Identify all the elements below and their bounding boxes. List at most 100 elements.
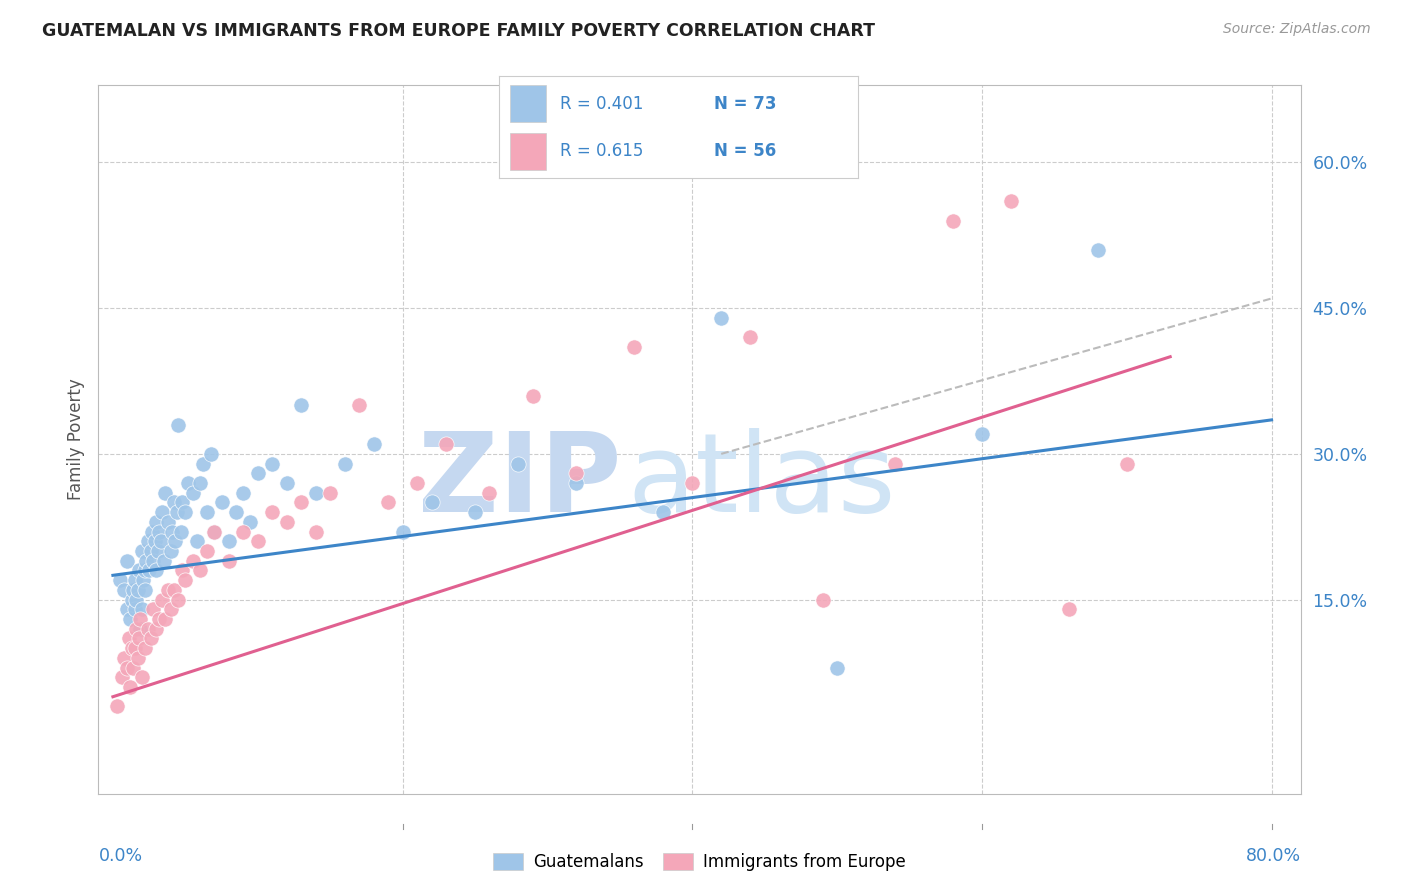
Point [225, 505, 247, 519]
Text: ZIP: ZIP [418, 428, 621, 535]
Point [290, 398, 312, 412]
Point [165, 534, 187, 549]
Point [191, 457, 214, 471]
Point [319, 485, 342, 500]
Text: N = 73: N = 73 [714, 95, 776, 112]
Point [143, 534, 166, 549]
Point [108, 573, 131, 587]
Point [150, 592, 173, 607]
Point [117, 554, 139, 568]
Point [166, 505, 188, 519]
Point [120, 680, 142, 694]
Point [118, 632, 141, 646]
Point [970, 427, 993, 442]
Point [156, 582, 179, 597]
Point [170, 524, 193, 539]
Point [131, 602, 153, 616]
Point [172, 564, 194, 578]
Point [129, 622, 152, 636]
Point [181, 554, 204, 568]
Point [114, 582, 136, 597]
Point [131, 670, 153, 684]
Point [825, 660, 848, 674]
Point [167, 592, 190, 607]
Point [377, 495, 399, 509]
Point [160, 602, 183, 616]
Point [434, 437, 457, 451]
Point [135, 554, 157, 568]
Point [129, 612, 152, 626]
Point [811, 592, 834, 607]
Point [136, 622, 159, 636]
Point [1057, 602, 1080, 616]
Point [152, 554, 174, 568]
Point [508, 457, 530, 471]
Point [124, 573, 146, 587]
Point [160, 544, 183, 558]
Point [188, 476, 211, 491]
Point [363, 437, 385, 451]
Point [652, 505, 675, 519]
Point [125, 592, 148, 607]
Point [232, 524, 254, 539]
Point [232, 485, 254, 500]
Point [114, 651, 136, 665]
Point [305, 524, 328, 539]
Point [145, 515, 167, 529]
Point [163, 582, 186, 597]
Point [150, 505, 173, 519]
Point [276, 476, 298, 491]
Point [117, 602, 139, 616]
Point [211, 495, 233, 509]
Point [174, 573, 197, 587]
Point [156, 515, 179, 529]
Point [202, 524, 225, 539]
Point [142, 554, 165, 568]
Point [181, 485, 204, 500]
Point [623, 340, 645, 354]
Text: R = 0.401: R = 0.401 [560, 95, 644, 112]
Point [290, 495, 312, 509]
Point [565, 476, 588, 491]
Point [121, 592, 143, 607]
Point [188, 564, 211, 578]
Point [218, 554, 240, 568]
Point [239, 515, 262, 529]
Point [195, 544, 218, 558]
Point [420, 495, 443, 509]
Point [333, 457, 356, 471]
FancyBboxPatch shape [510, 133, 546, 170]
Point [276, 515, 298, 529]
Point [127, 651, 149, 665]
Point [148, 524, 170, 539]
Point [186, 534, 208, 549]
Point [128, 632, 150, 646]
Text: GUATEMALAN VS IMMIGRANTS FROM EUROPE FAMILY POVERTY CORRELATION CHART: GUATEMALAN VS IMMIGRANTS FROM EUROPE FAM… [42, 22, 875, 40]
Legend: Guatemalans, Immigrants from Europe: Guatemalans, Immigrants from Europe [486, 847, 912, 878]
Point [122, 660, 145, 674]
Point [305, 485, 328, 500]
Point [134, 564, 156, 578]
Point [1087, 243, 1109, 257]
Point [145, 564, 167, 578]
Point [153, 612, 176, 626]
Point [136, 534, 159, 549]
Point [139, 544, 162, 558]
Point [121, 641, 143, 656]
Point [195, 505, 218, 519]
Point [110, 670, 132, 684]
Point [117, 660, 139, 674]
Point [391, 524, 413, 539]
Point [884, 457, 907, 471]
Point [122, 582, 145, 597]
Point [128, 564, 150, 578]
Point [134, 641, 156, 656]
Point [522, 388, 544, 402]
Point [163, 495, 186, 509]
Point [565, 467, 588, 481]
Point [1000, 194, 1022, 209]
Point [145, 622, 167, 636]
Point [124, 602, 146, 616]
Point [464, 505, 486, 519]
Point [740, 330, 762, 344]
